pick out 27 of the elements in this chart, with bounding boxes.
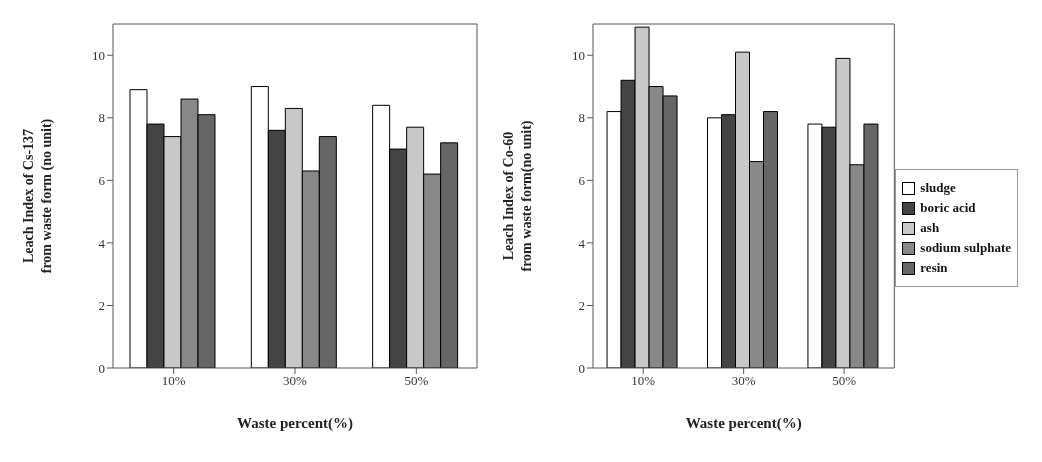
legend-label: ash <box>920 220 940 236</box>
x-tick-label: 30% <box>283 373 308 389</box>
y-tick-label: 10 <box>92 47 105 63</box>
y-tick-label: 8 <box>98 110 105 126</box>
y-axis-title: Leach Index of Cs-137 from waste form (no unit) <box>21 118 55 274</box>
x-tick-label: 10% <box>631 373 656 389</box>
legend-label: boric acid <box>920 200 976 216</box>
y-tick-label: 6 <box>578 172 586 188</box>
y-tick-label: 4 <box>98 235 106 251</box>
x-tick-label: 50% <box>404 373 429 389</box>
x-tick-label: 30% <box>731 373 756 389</box>
y-axis-title: Leach Index of Co-60 from waste form(no unit) <box>501 120 535 272</box>
x-axis-title: Waste percent(%) <box>685 415 802 432</box>
y-tick-label: 2 <box>578 298 585 314</box>
y-tick-label: 2 <box>98 298 105 314</box>
y-tick-label: 10 <box>572 47 585 63</box>
x-tick-label: 10% <box>161 373 186 389</box>
y-tick-label: 0 <box>578 360 585 376</box>
legend-label: sodium sulphate <box>920 240 1011 256</box>
y-tick-label: 8 <box>578 110 585 126</box>
y-tick-label: 4 <box>578 235 586 251</box>
y-tick-label: 6 <box>98 172 106 188</box>
x-tick-label: 50% <box>832 373 857 389</box>
x-axis-title: Waste percent(%) <box>237 415 353 432</box>
legend-label: sludge <box>920 180 956 196</box>
legend-label: resin <box>920 260 948 276</box>
y-tick-label: 0 <box>98 360 105 376</box>
